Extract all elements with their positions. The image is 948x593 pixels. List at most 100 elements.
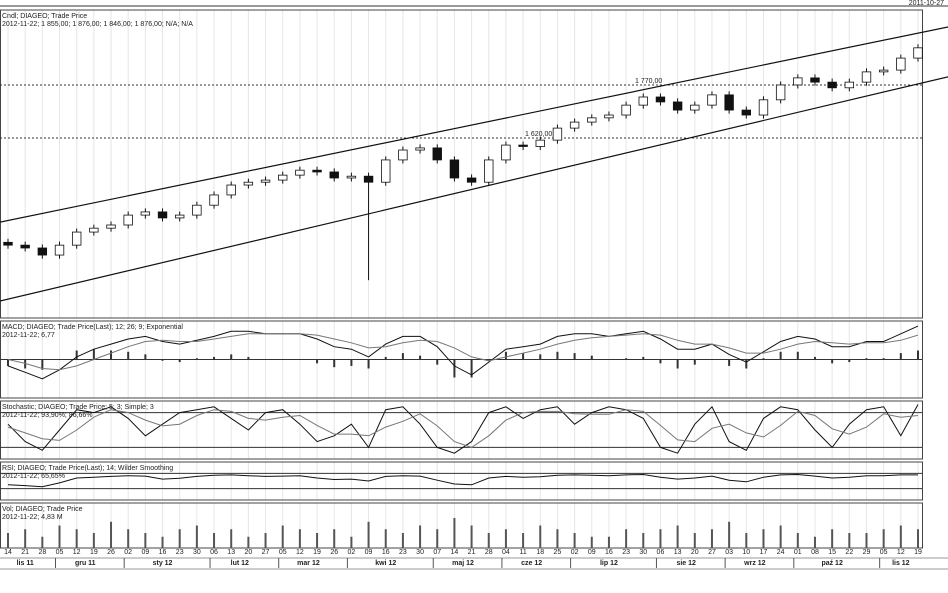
month-label: gru 11 <box>75 560 96 567</box>
x-tick-label: 27 <box>708 549 716 556</box>
histogram-bar <box>573 353 576 360</box>
volume-bar <box>745 533 748 548</box>
candle-body <box>346 175 357 179</box>
histogram-bar <box>865 358 868 360</box>
volume-bar <box>693 533 696 548</box>
x-tick-label: 30 <box>416 549 424 556</box>
rsi-line <box>7 473 918 488</box>
x-tick-label: 17 <box>760 549 768 556</box>
x-tick-label: 22 <box>845 549 853 556</box>
histogram-bar <box>728 359 731 366</box>
candle-body <box>415 147 425 151</box>
candle-body <box>810 77 820 83</box>
x-tick-label: 25 <box>554 549 562 556</box>
volume-bar <box>144 533 147 548</box>
x-tick-label: 02 <box>347 549 355 556</box>
x-tick-label: 19 <box>313 549 321 556</box>
candle-body <box>621 104 631 116</box>
volume-bar <box>230 529 233 548</box>
level-label: 1 620,00 <box>525 131 552 138</box>
volume-bar <box>504 529 507 548</box>
volume-bar <box>676 525 679 548</box>
candle-body <box>295 169 305 176</box>
candle-body <box>690 104 700 111</box>
histogram-bar <box>92 349 95 360</box>
candle-body <box>312 169 322 173</box>
volume-bar <box>539 525 542 548</box>
histogram-bar <box>917 350 919 360</box>
candle-body <box>3 241 13 246</box>
histogram-bar <box>195 358 198 360</box>
candle-body <box>896 57 906 71</box>
x-tick-label: 02 <box>571 549 579 556</box>
candle-body <box>775 84 786 101</box>
histogram-bar <box>110 350 113 360</box>
x-tick-label: 20 <box>691 549 699 556</box>
volume-bar <box>556 529 559 548</box>
histogram-bar <box>367 359 370 369</box>
x-tick-label: 18 <box>536 549 544 556</box>
candle-body <box>398 149 408 161</box>
histogram-bar <box>882 358 885 360</box>
candle-body <box>518 144 528 147</box>
volume-bar <box>522 533 525 548</box>
volume-bar <box>75 529 78 548</box>
x-tick-label: 07 <box>433 549 441 556</box>
candle-body <box>381 159 391 183</box>
date-label: 2011-10-27 <box>909 0 944 7</box>
candle-body <box>329 171 339 179</box>
pane-title: Cndl; DIAGEO; Trade Price <box>2 13 87 20</box>
candle-body <box>432 147 442 161</box>
volume-bar <box>436 529 439 548</box>
histogram-bar <box>144 354 147 360</box>
x-tick-label: 04 <box>502 549 510 556</box>
x-tick-label: 16 <box>159 549 167 556</box>
candle-body <box>535 139 545 147</box>
candle-body <box>758 99 769 116</box>
x-tick-label: 08 <box>811 549 819 556</box>
x-tick-label: 06 <box>210 549 218 556</box>
volume-bar <box>161 536 164 548</box>
histogram-bar <box>41 359 44 370</box>
volume-bar <box>882 529 885 548</box>
candle-body <box>672 101 683 111</box>
month-label: lis 11 <box>17 560 34 567</box>
d-line <box>7 409 919 448</box>
pane-title: Stochastic; DIAGEO; Trade Price; 5; 3; S… <box>2 404 154 411</box>
histogram-bar <box>813 356 816 360</box>
histogram-bar <box>762 358 765 360</box>
pane-frame <box>0 461 923 501</box>
histogram-bar <box>745 359 748 369</box>
histogram-bar <box>316 359 319 364</box>
candle-body <box>604 114 614 119</box>
volume-bar <box>899 525 902 548</box>
x-tick-label: 30 <box>193 549 201 556</box>
pane-frame <box>0 9 923 319</box>
histogram-bar <box>75 350 78 360</box>
volume-bar <box>487 533 490 548</box>
volume-bar <box>590 536 593 548</box>
month-label: wrz 12 <box>743 560 766 567</box>
candle-body <box>466 177 477 183</box>
candle-body <box>260 179 271 183</box>
candle-body <box>243 181 254 186</box>
x-tick-label: 29 <box>863 549 871 556</box>
volume-bar <box>848 533 851 548</box>
trendline <box>0 76 948 302</box>
volume-bar <box>710 529 713 548</box>
pane-subtitle: 2012-11-22; 1 855,00; 1 876,00; 1 846,00… <box>2 21 193 28</box>
histogram-bar <box>7 359 9 366</box>
candle-body <box>587 117 597 123</box>
x-tick-label: 16 <box>382 549 390 556</box>
candle-body <box>363 175 374 183</box>
candle-body <box>37 247 48 256</box>
volume-bar <box>401 533 404 548</box>
candle-body <box>724 94 734 111</box>
histogram-bar <box>487 359 490 361</box>
volume-bar <box>92 533 95 548</box>
x-tick-label: 21 <box>468 549 476 556</box>
x-tick-label: 03 <box>725 549 733 556</box>
month-label: paź 12 <box>821 560 843 567</box>
